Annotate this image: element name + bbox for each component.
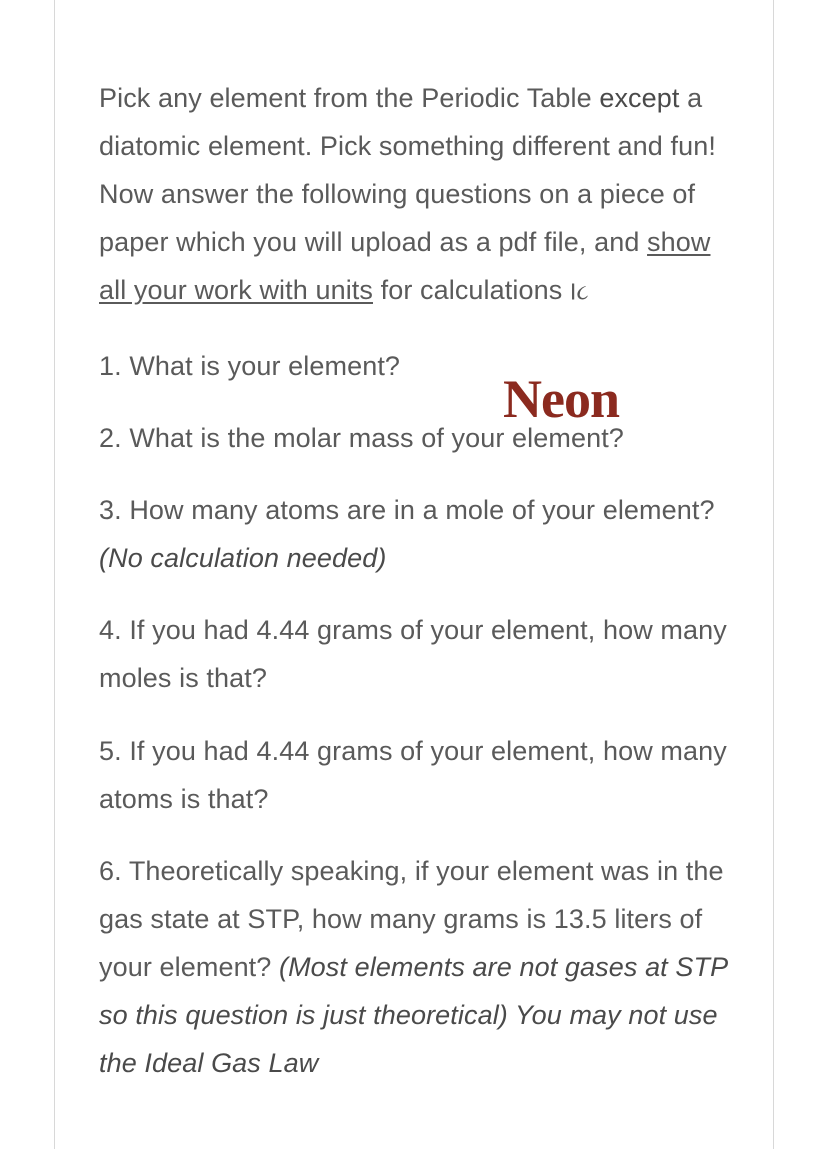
intro-bold-except: except — [599, 83, 679, 113]
question-3-text: 3. How many atoms are in a mole of your … — [99, 495, 715, 525]
question-1: 1. What is your element? — [99, 342, 733, 390]
document-page: Pick any element from the Periodic Table… — [54, 0, 774, 1149]
question-5-text: 5. If you had 4.44 grams of your element… — [99, 736, 727, 814]
intro-paragraph: Pick any element from the Periodic Table… — [99, 74, 733, 314]
intro-text-1: Pick any element from the Periodic Table — [99, 83, 599, 113]
question-1-text: 1. What is your element? — [99, 351, 400, 381]
question-3-italic: (No calculation needed) — [99, 543, 386, 573]
question-5: 5. If you had 4.44 grams of your element… — [99, 727, 733, 823]
question-2-text: 2. What is the molar mass of your elemen… — [99, 423, 624, 453]
question-6: 6. Theoretically speaking, if your eleme… — [99, 847, 733, 1087]
cursor-icon: ꓲ૮ — [570, 279, 589, 304]
question-4: 4. If you had 4.44 grams of your element… — [99, 606, 733, 702]
question-4-text: 4. If you had 4.44 grams of your element… — [99, 615, 727, 693]
question-2: 2. What is the molar mass of your elemen… — [99, 414, 733, 462]
question-3: 3. How many atoms are in a mole of your … — [99, 486, 733, 582]
intro-text-3: for calculations — [373, 275, 570, 305]
